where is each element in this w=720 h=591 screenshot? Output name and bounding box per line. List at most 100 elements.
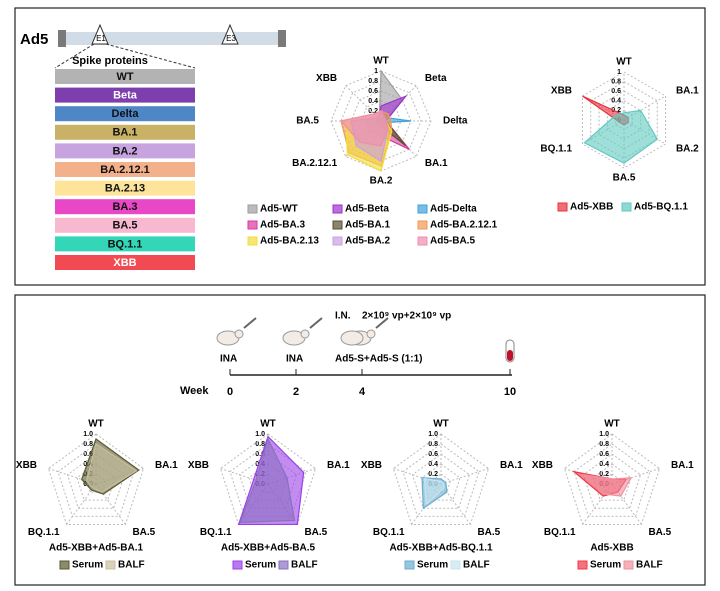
spike-bar	[55, 199, 195, 215]
legend-label: Serum	[72, 560, 103, 571]
r-tick-label: 0.8	[611, 78, 621, 85]
week-label: 2	[293, 386, 299, 398]
axis-label: BA.5	[613, 173, 636, 184]
legend-label: BALF	[291, 560, 318, 571]
axis-label: WT	[88, 419, 104, 430]
r-tick-label: 0.8	[599, 441, 609, 448]
r-tick-label: 0.8	[368, 78, 378, 85]
r-tick-label: 1.0	[83, 431, 93, 438]
axis-label: XBB	[532, 460, 553, 471]
legend-label: Ad5-WT	[260, 204, 298, 215]
r-tick-label: 1.0	[428, 431, 438, 438]
axis-label: BA.2	[370, 176, 393, 187]
legend-swatch	[232, 560, 243, 570]
event-label: Ad5-S+Ad5-S (1:1)	[335, 354, 423, 365]
r-tick-label: 0.8	[83, 441, 93, 448]
spike-bar	[55, 69, 195, 84]
week-label: 4	[359, 386, 366, 398]
axis-label: BA.1	[425, 158, 448, 169]
legend-swatch	[105, 560, 116, 570]
mouse-icon	[234, 329, 244, 339]
dose: 2×10⁹ vp+2×10⁹ vp	[362, 311, 451, 322]
axis-label: BA.5	[296, 116, 319, 127]
legend-swatch	[247, 236, 258, 246]
legend-swatch	[278, 560, 289, 570]
axis-label: Delta	[443, 116, 468, 127]
r-tick-label: 0.2	[599, 471, 609, 478]
chart-title: Ad5-XBB+Ad5-BA.5	[221, 543, 316, 554]
axis-label: WT	[373, 56, 389, 67]
r-tick-label: 1.0	[255, 431, 265, 438]
grid-ring	[57, 443, 135, 517]
legend-label: Ad5-BA.2.12.1	[430, 220, 498, 231]
spike-label: Delta	[112, 108, 140, 120]
axis-label: XBB	[188, 460, 209, 471]
spike-bar	[55, 106, 195, 122]
event-label: INA	[286, 354, 303, 365]
spike-label: BA.2.13	[105, 183, 145, 195]
spike-label: BQ.1.1	[108, 238, 143, 250]
legend-swatch	[417, 236, 428, 246]
axis-label: BQ.1.1	[540, 144, 572, 155]
radar-area	[423, 477, 445, 506]
legend-label: Ad5-BA.1	[345, 220, 390, 231]
legend-label: Ad5-BQ.1.1	[634, 202, 688, 213]
axis-label: BQ.1.1	[373, 527, 405, 538]
grid-ring	[340, 80, 422, 162]
spike-label: BA.5	[112, 220, 137, 232]
legend-label: Ad5-BA.2	[345, 236, 390, 247]
legend-label: Ad5-BA.3	[260, 220, 305, 231]
r-tick-label: 0.6	[428, 451, 438, 458]
r-tick-label: 1	[617, 69, 621, 76]
spike-bar	[55, 87, 195, 103]
legend-swatch	[577, 560, 588, 570]
axis-label: BA.5	[477, 527, 500, 538]
legend-label: BALF	[463, 560, 490, 571]
legend-label: Serum	[590, 560, 621, 571]
chart-title: Ad5-XBB	[590, 543, 633, 554]
week-label: 0	[227, 386, 233, 398]
axis-label: BQ.1.1	[200, 527, 232, 538]
blood	[507, 350, 513, 361]
axis-label: BA.1	[327, 460, 350, 471]
axis-label: BA.2.12.1	[292, 158, 337, 169]
spoke	[440, 468, 489, 485]
axis-label: WT	[604, 419, 620, 430]
legend-swatch	[332, 220, 343, 230]
axis-label: WT	[616, 57, 632, 68]
spike-bar	[55, 236, 195, 252]
spike-bar	[55, 124, 195, 140]
grid-ring	[411, 453, 471, 509]
syringe	[309, 317, 323, 329]
spike-label: XBB	[113, 257, 136, 269]
axis-label: XBB	[551, 86, 572, 97]
spike-label: BA.3	[112, 201, 137, 213]
grid-ring	[248, 463, 288, 501]
legend-swatch	[623, 560, 634, 570]
axis-label: BA.2	[676, 144, 699, 155]
r-tick-label: 0.6	[599, 451, 609, 458]
genome-cap	[58, 30, 66, 47]
r-tick-label: 0.4	[428, 461, 438, 468]
genome-cap	[278, 30, 286, 47]
axis-label: BQ.1.1	[28, 527, 60, 538]
spike-bar	[55, 255, 195, 270]
spike-label: BA.1	[112, 127, 137, 139]
chart-title: Ad5-XBB+Ad5-BQ.1.1	[389, 543, 493, 554]
r-tick-label: 0.8	[255, 441, 265, 448]
r-tick-label: 1.0	[599, 431, 609, 438]
grid-ring	[350, 90, 412, 152]
legend-swatch	[247, 220, 258, 230]
grid-ring	[402, 443, 480, 517]
axis-label: BA.5	[648, 527, 671, 538]
legend-label: Ad5-Delta	[430, 204, 477, 215]
grid-ring	[219, 433, 317, 525]
syringe	[375, 317, 389, 329]
r-tick-label: 0.6	[611, 88, 621, 95]
legend-label: Serum	[417, 560, 448, 571]
spike-bar	[55, 162, 195, 177]
spike-bar	[55, 180, 195, 196]
mouse-icon	[366, 329, 376, 339]
spike-bar	[55, 143, 195, 159]
